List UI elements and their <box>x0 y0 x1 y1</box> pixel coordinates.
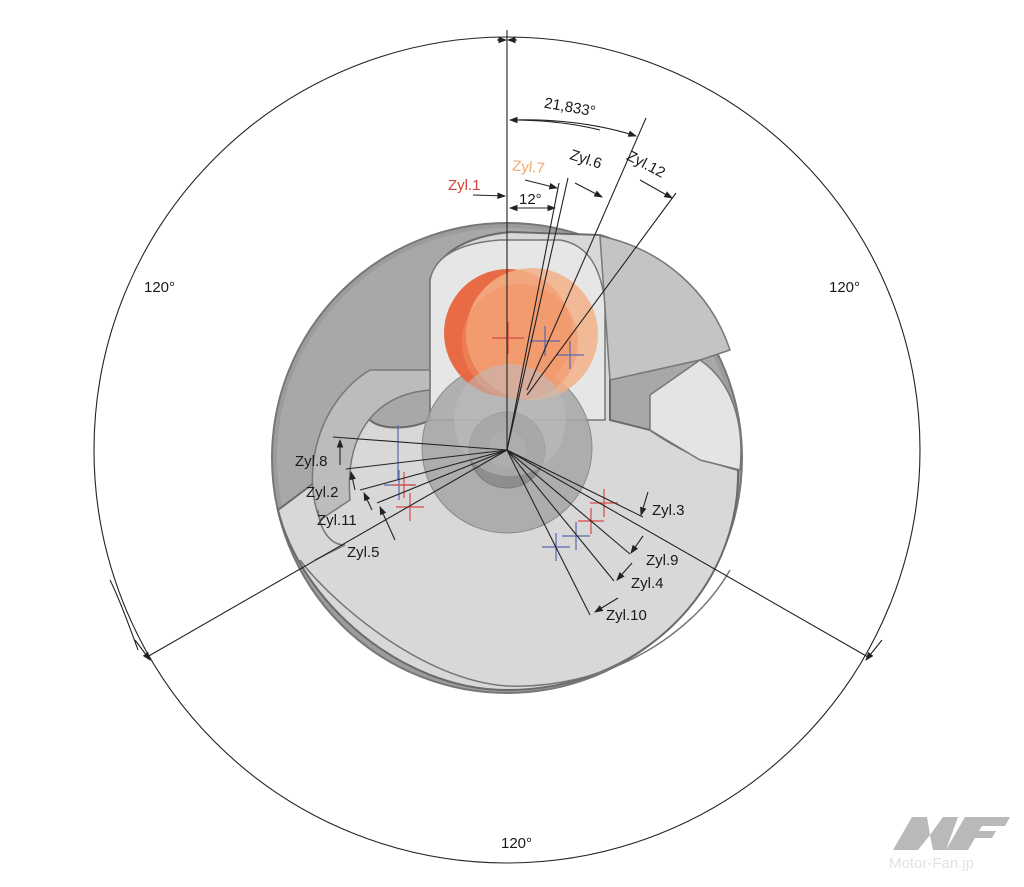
label-zyl5: Zyl.5 <box>347 544 380 561</box>
label-zyl9: Zyl.9 <box>646 552 679 569</box>
radial-lines <box>146 30 869 658</box>
label-zyl8: Zyl.8 <box>295 453 328 470</box>
motor-fan-logo: Motor-Fan.jp <box>889 817 1010 872</box>
label-zyl12: Zyl.12 <box>624 147 668 181</box>
logo-text: Motor-Fan.jp <box>889 855 974 872</box>
label-zyl3: Zyl.3 <box>652 502 685 519</box>
angle-label-offset-total: 21,833° <box>543 95 597 121</box>
label-zyl4: Zyl.4 <box>631 575 664 592</box>
angle-label-offset-small: 12° <box>519 191 542 208</box>
label-zyl2: Zyl.2 <box>306 484 339 501</box>
label-zyl1: Zyl.1 <box>448 177 481 194</box>
label-zyl10: Zyl.10 <box>606 607 647 624</box>
angle-label-bottom: 120° <box>501 835 532 852</box>
label-zyl7: Zyl.7 <box>512 157 546 177</box>
angle-label-left: 120° <box>144 279 175 296</box>
angle-label-right: 120° <box>829 279 860 296</box>
label-zyl11: Zyl.11 <box>317 512 357 529</box>
cylinder-center-markers <box>384 322 618 561</box>
label-zyl6: Zyl.6 <box>568 146 604 172</box>
dimension-arrows <box>109 36 883 661</box>
